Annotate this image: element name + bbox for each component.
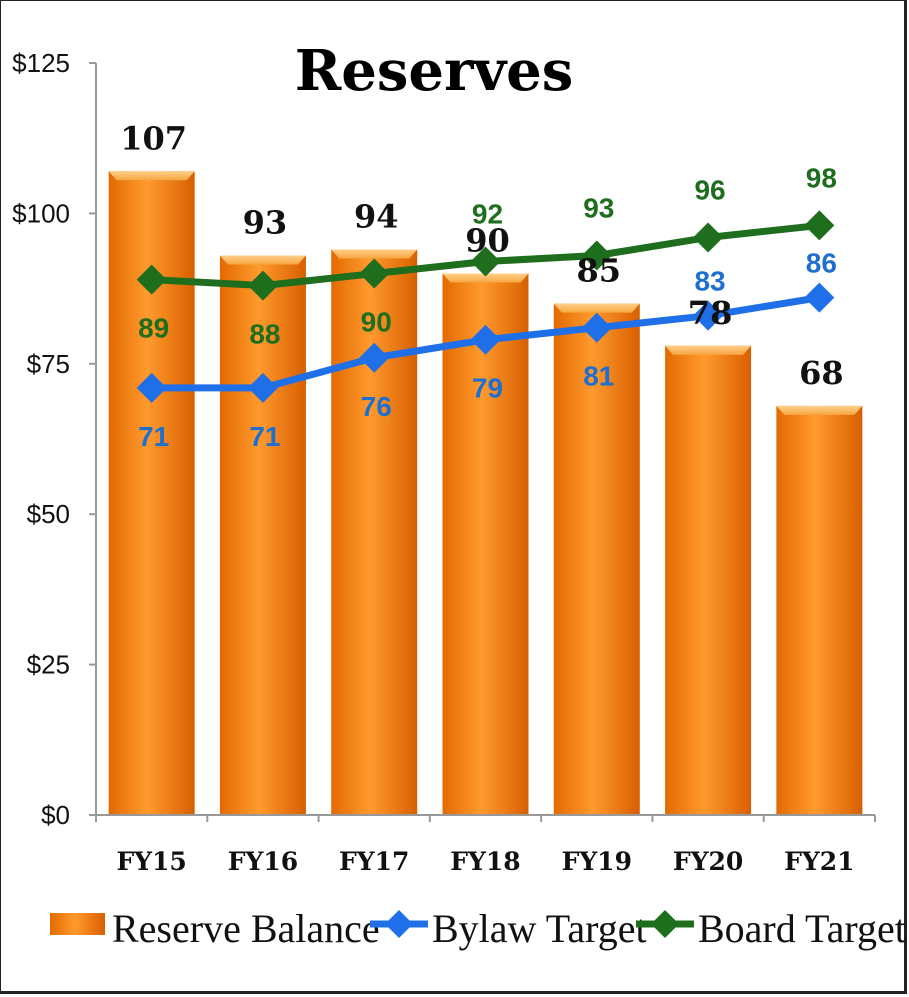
legend-item-bylaw-target: Bylaw Target bbox=[370, 906, 647, 951]
bar-fy20 bbox=[665, 345, 752, 815]
marker-bylaw-target-fy15 bbox=[136, 372, 167, 403]
board-label-fy19: 93 bbox=[583, 193, 614, 224]
bylaw-label-fy20: 83 bbox=[694, 266, 725, 297]
bylaw-label-fy17: 76 bbox=[361, 391, 392, 422]
bar-label-fy16: 93 bbox=[243, 204, 288, 242]
marker-board-target-fy19 bbox=[581, 240, 612, 271]
legend-swatch-reserve-balance bbox=[50, 913, 105, 935]
legend-marker-bylaw-target bbox=[385, 910, 413, 938]
board-label-fy20: 96 bbox=[694, 174, 725, 205]
legend-label-reserve-balance: Reserve Balance bbox=[112, 906, 380, 951]
marker-bylaw-target-fy19 bbox=[581, 312, 612, 343]
bar-fy21 bbox=[776, 405, 863, 815]
bar-label-fy15: 107 bbox=[120, 119, 187, 157]
board-label-fy18: 92 bbox=[472, 199, 503, 230]
x-tick-label-fy18: FY18 bbox=[450, 847, 520, 876]
board-label-fy15: 89 bbox=[138, 313, 169, 344]
marker-board-target-fy17 bbox=[359, 258, 390, 289]
marker-board-target-fy18 bbox=[470, 246, 501, 277]
marker-bylaw-target-fy17 bbox=[359, 342, 390, 373]
bar-label-fy21: 68 bbox=[799, 354, 844, 392]
y-tick-label: $75 bbox=[27, 349, 70, 379]
legend-marker-board-target bbox=[651, 910, 679, 938]
legend: Reserve Balance Bylaw Target Board Targe… bbox=[50, 906, 906, 951]
line-series bbox=[136, 210, 835, 403]
bar-cap-fy18 bbox=[442, 273, 529, 283]
x-tick-label-fy16: FY16 bbox=[228, 847, 298, 876]
bar-cap-fy19 bbox=[553, 303, 640, 313]
board-label-fy21: 98 bbox=[806, 162, 837, 193]
x-axis: FY15 FY16 FY17 FY18 FY19 FY20 FY21 bbox=[95, 814, 876, 876]
bar-fy16 bbox=[219, 255, 306, 816]
x-tick-label-fy20: FY20 bbox=[673, 847, 743, 876]
y-tick-label: $0 bbox=[41, 800, 70, 830]
y-axis: $0 $25 $50 $75 $100 $125 bbox=[12, 48, 97, 830]
legend-item-board-target: Board Target bbox=[636, 906, 906, 951]
x-tick-label-fy17: FY17 bbox=[339, 847, 409, 876]
bar-cap-fy17 bbox=[331, 249, 418, 259]
board-label-fy16: 88 bbox=[249, 319, 280, 350]
bar-fy19 bbox=[553, 303, 640, 815]
legend-item-reserve-balance: Reserve Balance bbox=[50, 906, 380, 951]
bar-label-fy18: 90 bbox=[465, 222, 510, 260]
y-tick-label: $25 bbox=[27, 650, 70, 680]
y-tick-label: $100 bbox=[12, 198, 70, 228]
bar-label-fy17: 94 bbox=[354, 197, 399, 235]
marker-board-target-fy20 bbox=[693, 222, 724, 253]
bar-cap-fy16 bbox=[219, 255, 306, 265]
bylaw-label-fy19: 81 bbox=[583, 361, 614, 392]
y-tick-label: $50 bbox=[27, 499, 70, 529]
marker-bylaw-target-fy20 bbox=[693, 300, 724, 331]
x-tick-label-fy21: FY21 bbox=[784, 847, 854, 876]
chart-title: Reserves bbox=[295, 38, 574, 104]
x-tick-label-fy19: FY19 bbox=[562, 847, 632, 876]
bar-cap-fy20 bbox=[665, 345, 752, 355]
bar-label-fy20: 78 bbox=[688, 294, 733, 332]
marker-bylaw-target-fy18 bbox=[470, 324, 501, 355]
bylaw-label-fy21: 86 bbox=[806, 248, 837, 279]
bylaw-label-fy16: 71 bbox=[249, 421, 280, 452]
marker-bylaw-target-fy16 bbox=[247, 372, 278, 403]
bar-cap-fy15 bbox=[108, 171, 195, 181]
bylaw-label-fy18: 79 bbox=[472, 373, 503, 404]
legend-label-bylaw-target: Bylaw Target bbox=[432, 906, 647, 951]
bar-label-fy19: 85 bbox=[577, 252, 622, 290]
bar-fy18 bbox=[442, 273, 529, 815]
board-label-fy17: 90 bbox=[361, 307, 392, 338]
marker-board-target-fy16 bbox=[247, 270, 278, 301]
x-tick-label-fy15: FY15 bbox=[116, 847, 186, 876]
bylaw-label-fy15: 71 bbox=[138, 421, 169, 452]
marker-board-target-fy21 bbox=[804, 210, 835, 241]
legend-label-board-target: Board Target bbox=[698, 906, 906, 951]
marker-board-target-fy15 bbox=[136, 264, 167, 295]
marker-bylaw-target-fy21 bbox=[804, 282, 835, 313]
y-tick-label: $125 bbox=[12, 48, 70, 78]
bar-cap-fy21 bbox=[776, 405, 863, 415]
